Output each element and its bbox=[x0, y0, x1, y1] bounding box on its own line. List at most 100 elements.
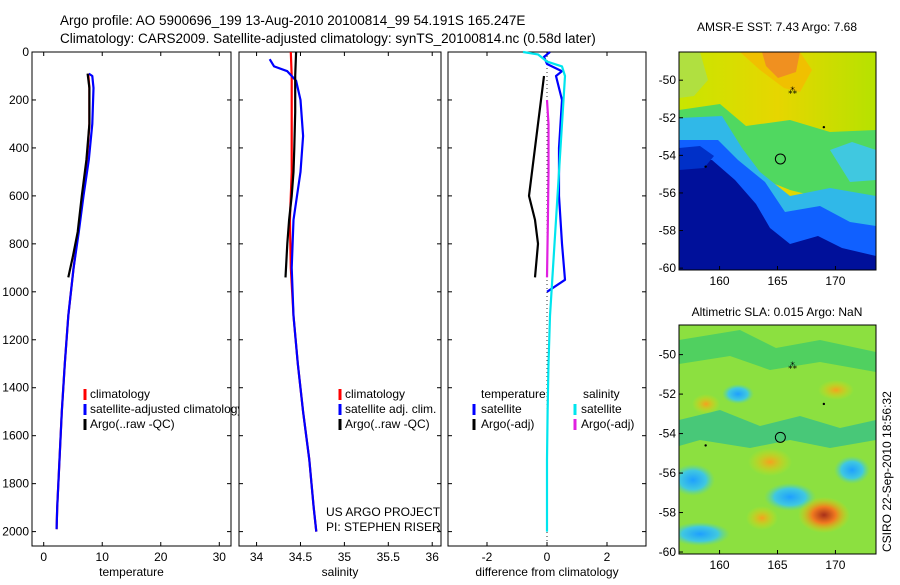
sla_map-ytick-label: -52 bbox=[659, 387, 677, 401]
sst_map-ytick-label: -60 bbox=[659, 261, 677, 275]
sla-axes: 160 165 170 -50 -52 -54 -56 -58 -60 ⁂ bbox=[659, 348, 846, 572]
sla_map-track-dot bbox=[822, 402, 826, 406]
temperature-xtick-label: 30 bbox=[213, 550, 227, 564]
difference-legend-label: Argo(-adj) bbox=[581, 417, 634, 431]
sla-mid-patch-1 bbox=[748, 448, 792, 476]
temperature-legend-label: climatology bbox=[90, 387, 150, 401]
figure-title-line2: Climatology: CARS2009. Satellite-adjuste… bbox=[60, 31, 596, 46]
salinity-series-satellite-adj-clim- bbox=[268, 58, 318, 532]
sst-map-title: AMSR-E SST: 7.43 Argo: 7.68 bbox=[697, 20, 857, 34]
temperature-ytick-label: 0 bbox=[22, 45, 29, 59]
sst_map-track-glyph: ⁂ bbox=[788, 85, 797, 95]
salinity-xtick-label: 36 bbox=[426, 550, 440, 564]
sst_map-track-dot bbox=[704, 165, 707, 168]
salinity-legend-label: satellite adj. clim. bbox=[345, 402, 436, 416]
project-name: US ARGO PROJECT bbox=[326, 505, 441, 519]
sst_map-ytick-label: -56 bbox=[659, 186, 677, 200]
sst_map-ytick-label: -58 bbox=[659, 224, 677, 238]
salinity-xtick-label: 35.5 bbox=[377, 550, 401, 564]
sla-low-patch-4 bbox=[834, 456, 870, 484]
temperature-ytick-label: 400 bbox=[9, 141, 29, 155]
sst_map-xtick-label: 170 bbox=[825, 274, 845, 288]
salinity-xtick-label: 35 bbox=[338, 550, 352, 564]
temperature-ytick-label: 1800 bbox=[2, 477, 29, 491]
temperature-series-satellite-adjusted-climatology bbox=[55, 72, 95, 530]
sla_map-xtick-label: 165 bbox=[767, 558, 787, 572]
sst_map-ytick-label: -50 bbox=[659, 73, 677, 87]
sla-mid-patch-3 bbox=[818, 380, 854, 400]
sst_map-ytick-label: -52 bbox=[659, 111, 677, 125]
temperature-series-argo-raw-qc- bbox=[67, 73, 91, 278]
temperature-frame bbox=[31, 51, 232, 547]
sla_map-xtick-label: 160 bbox=[710, 558, 730, 572]
salinity-legend-label: Argo(..raw -QC) bbox=[345, 417, 430, 431]
sst-map bbox=[679, 52, 876, 270]
difference-legend-temperature-header: temperature bbox=[481, 387, 546, 401]
salinity-xtick-label: 34.5 bbox=[289, 550, 313, 564]
sla_map-ytick-label: -54 bbox=[659, 427, 677, 441]
difference-xtick-label: -2 bbox=[482, 550, 493, 564]
sst_map-xtick-label: 160 bbox=[710, 274, 730, 288]
project-pi: PI: STEPHEN RISER bbox=[326, 520, 441, 534]
temperature-xtick-label: 10 bbox=[96, 550, 110, 564]
sla-mid-patch-4 bbox=[692, 394, 720, 414]
sst-hot-patch bbox=[762, 52, 800, 78]
sla-low-patch-5 bbox=[722, 384, 754, 404]
sst-west-green bbox=[679, 52, 708, 98]
sla_map-track-glyph: ⁂ bbox=[788, 360, 797, 370]
salinity-xtick-label: 34 bbox=[250, 550, 264, 564]
temperature-ytick-label: 1000 bbox=[2, 285, 29, 299]
temperature-panel: 0 10 20 30 temperature 0 200 400 600 800 1000 1200 1… bbox=[2, 45, 243, 579]
difference-series-salinity-satellite bbox=[522, 50, 567, 532]
difference-series-temperature-argo-adj- bbox=[527, 75, 546, 278]
sst_map-ytick-label: -54 bbox=[659, 148, 677, 162]
sla_map-profile-marker bbox=[774, 431, 786, 443]
difference-legend-salinity-header: salinity bbox=[583, 387, 620, 401]
sla-mid-patch-2 bbox=[746, 506, 778, 530]
salinity-frame bbox=[238, 51, 442, 547]
sst_map-xtick-label: 165 bbox=[767, 274, 787, 288]
temperature-ytick-label: 2000 bbox=[2, 525, 29, 539]
temperature-ytick-label: 200 bbox=[9, 93, 29, 107]
sla_map-xtick-label: 170 bbox=[825, 558, 845, 572]
sst_map-track-dot bbox=[822, 125, 826, 129]
difference-legend-label: satellite bbox=[581, 402, 622, 416]
sla_map-ytick-label: -50 bbox=[659, 348, 677, 362]
sst-cold-tongue bbox=[679, 146, 714, 170]
salinity-series-argo-raw-qc- bbox=[284, 51, 298, 278]
sla_map-ytick-label: -60 bbox=[659, 545, 677, 559]
temperature-legend-label: satellite-adjusted climatology bbox=[90, 402, 243, 416]
temperature-ytick-label: 600 bbox=[9, 189, 29, 203]
credit-stamp: CSIRO 22-Sep-2010 18:56:32 bbox=[880, 391, 894, 552]
temperature-xlabel: temperature bbox=[99, 565, 164, 579]
difference-series-salinity-argo-adj- bbox=[545, 99, 550, 278]
sla-green-streak-2 bbox=[679, 410, 876, 448]
sst-axes: 160 165 170 -50 -52 -54 -56 -58 -60 ⁂ bbox=[659, 73, 846, 288]
sla-low-patch-2 bbox=[764, 483, 816, 511]
salinity-panel: 34 34.5 35 35.5 36 salinity climatologysatelli… bbox=[238, 51, 442, 579]
difference-legend-label: satellite bbox=[481, 402, 522, 416]
sla-low-patch-1 bbox=[679, 464, 715, 496]
sst_map-profile-marker bbox=[774, 153, 786, 165]
temperature-ytick-label: 1400 bbox=[2, 381, 29, 395]
sst-cold-region bbox=[679, 160, 876, 270]
temperature-xtick-label: 20 bbox=[154, 550, 168, 564]
temperature-xtick-label: 0 bbox=[40, 550, 47, 564]
figure-title-line1: Argo profile: AO 5900696_199 13-Aug-2010… bbox=[60, 13, 525, 28]
sla_map-ytick-label: -56 bbox=[659, 466, 677, 480]
sla-high-patch bbox=[798, 497, 850, 533]
sla-map bbox=[679, 325, 876, 554]
sla-map-title: Altimetric SLA: 0.015 Argo: NaN bbox=[692, 305, 863, 319]
temperature-ytick-label: 1200 bbox=[2, 333, 29, 347]
salinity-xlabel: salinity bbox=[322, 565, 359, 579]
sla_map-ytick-label: -58 bbox=[659, 506, 677, 520]
sla-low-patch-3 bbox=[679, 522, 730, 546]
salinity-legend-label: climatology bbox=[345, 387, 405, 401]
difference-xlabel: difference from climatology bbox=[475, 565, 618, 579]
temperature-legend-label: Argo(..raw -QC) bbox=[90, 417, 175, 431]
difference-xtick-label: 0 bbox=[544, 550, 551, 564]
temperature-ytick-label: 800 bbox=[9, 237, 29, 251]
